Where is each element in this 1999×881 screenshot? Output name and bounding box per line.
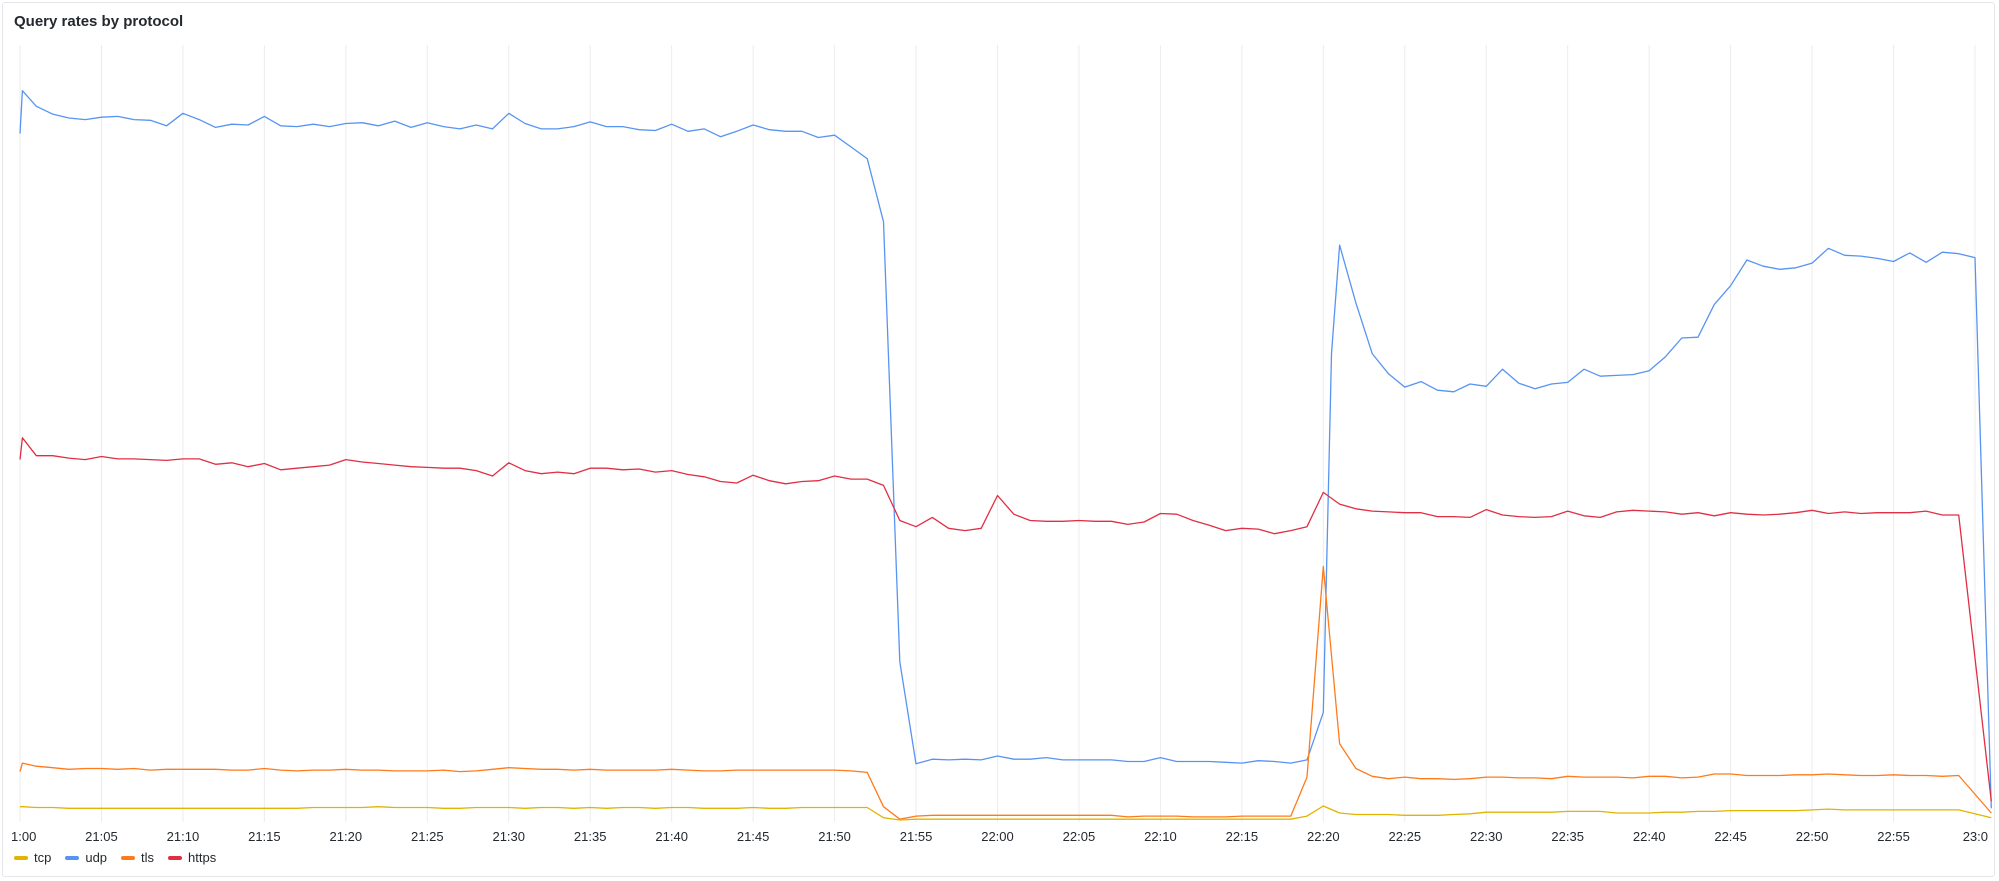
grid-lines bbox=[19, 45, 1976, 822]
x-tick-label: 23:0 bbox=[1963, 829, 1988, 844]
x-tick-label: 22:30 bbox=[1470, 829, 1503, 844]
legend-label: https bbox=[188, 850, 217, 865]
legend-item-tls[interactable]: tls bbox=[121, 850, 154, 865]
legend-item-tcp[interactable]: tcp bbox=[14, 850, 51, 865]
legend-swatch bbox=[168, 855, 183, 860]
x-tick-label: 21:25 bbox=[411, 829, 444, 844]
x-tick-label: 21:30 bbox=[492, 829, 525, 844]
x-tick-label: 21:10 bbox=[167, 829, 200, 844]
x-tick-label: 22:45 bbox=[1714, 829, 1747, 844]
chart-legend: tcp udp tls https bbox=[14, 850, 216, 865]
x-tick-label: 21:05 bbox=[85, 829, 118, 844]
x-tick-label: 22:35 bbox=[1551, 829, 1584, 844]
x-tick-label: 22:50 bbox=[1796, 829, 1829, 844]
legend-swatch bbox=[14, 855, 28, 860]
legend-swatch bbox=[65, 855, 80, 860]
x-axis-ticks: 1:00 21:05 21:10 21:15 21:20 21:25 21:30 21:35 2… bbox=[11, 829, 1988, 844]
legend-item-udp[interactable]: udp bbox=[65, 850, 107, 865]
series-lines[interactable] bbox=[19, 90, 1992, 821]
x-tick-label: 22:40 bbox=[1633, 829, 1666, 844]
x-tick-label: 21:40 bbox=[655, 829, 688, 844]
x-tick-label: 22:10 bbox=[1144, 829, 1177, 844]
panel-title[interactable]: Query rates by protocol bbox=[14, 13, 184, 30]
x-tick-label: 21:50 bbox=[818, 829, 851, 844]
series-line-https[interactable] bbox=[19, 437, 1992, 802]
legend-label: udp bbox=[85, 850, 108, 865]
legend-swatch bbox=[121, 855, 136, 860]
series-line-udp[interactable] bbox=[19, 90, 1992, 809]
series-line-tls[interactable] bbox=[19, 565, 1992, 820]
x-tick-label: 22:05 bbox=[1063, 829, 1096, 844]
x-tick-label: 1:00 bbox=[11, 829, 36, 844]
x-tick-label: 22:00 bbox=[981, 829, 1014, 844]
x-tick-label: 22:15 bbox=[1226, 829, 1259, 844]
x-tick-label: 21:55 bbox=[900, 829, 933, 844]
x-tick-label: 21:15 bbox=[248, 829, 281, 844]
x-tick-label: 21:35 bbox=[574, 829, 607, 844]
x-tick-label: 22:20 bbox=[1307, 829, 1340, 844]
x-tick-label: 21:45 bbox=[737, 829, 770, 844]
x-tick-label: 22:25 bbox=[1389, 829, 1422, 844]
series-line-tcp[interactable] bbox=[20, 805, 1992, 821]
legend-item-https[interactable]: https bbox=[168, 850, 216, 865]
legend-label: tcp bbox=[34, 850, 52, 865]
x-tick-label: 21:20 bbox=[330, 829, 363, 844]
legend-label: tls bbox=[141, 850, 155, 865]
x-tick-label: 22:55 bbox=[1877, 829, 1910, 844]
